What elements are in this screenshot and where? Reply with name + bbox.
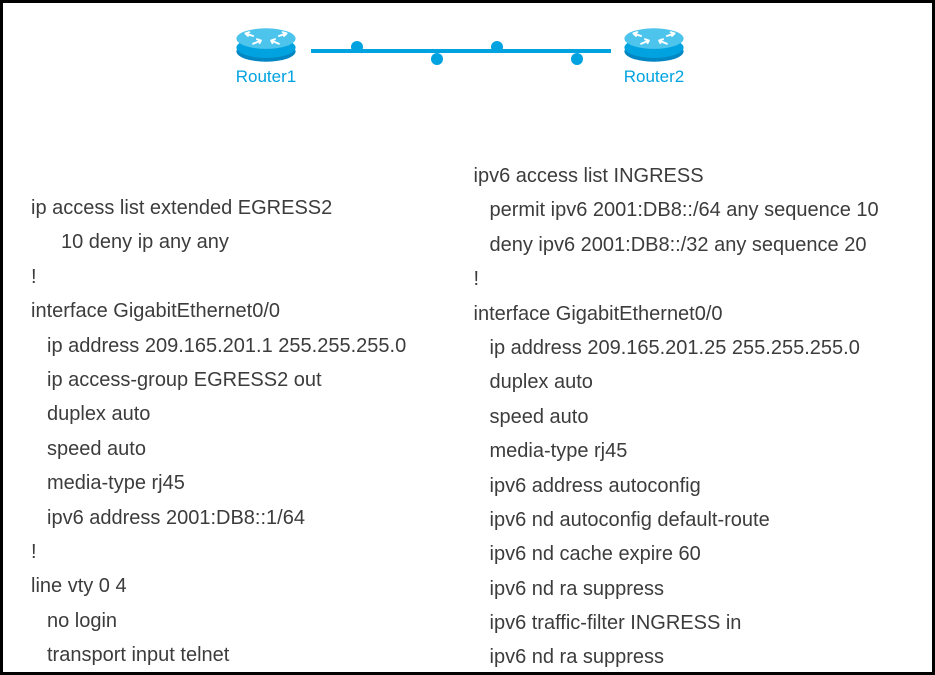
link-dot	[351, 41, 363, 53]
config-line: speed auto	[31, 432, 458, 466]
router-icon	[221, 27, 311, 63]
link-dot	[431, 53, 443, 65]
config-line: ipv6 address 2001:DB8::1/64	[31, 501, 458, 535]
config-line: deny ipv6 2001:DB8::/32 any sequence 20	[474, 228, 905, 262]
config-line: ipv6 address autoconfig	[474, 469, 905, 503]
config-line: speed auto	[474, 400, 905, 434]
router-icon	[609, 27, 699, 63]
network-diagram: Router1 Router2	[31, 21, 904, 151]
diagram-container: Router1 Router2 ip access list extended …	[0, 0, 935, 675]
router2-node: Router2	[609, 27, 699, 87]
config-line: media-type rj45	[474, 434, 905, 468]
config-line: interface GigabitEthernet0/0	[474, 297, 905, 331]
config-line: media-type rj45	[31, 466, 458, 500]
router2-config: ipv6 access list INGRESS permit ipv6 200…	[468, 159, 905, 675]
config-line: ip address 209.165.201.1 255.255.255.0	[31, 329, 458, 363]
config-columns: ip access list extended EGRESS2 10 deny …	[31, 151, 904, 675]
config-line: ip access-group EGRESS2 out	[31, 363, 458, 397]
config-line: ipv6 nd autoconfig default-route	[474, 503, 905, 537]
config-line: ipv6 traffic-filter INGRESS in	[474, 606, 905, 640]
router1-node: Router1	[221, 27, 311, 87]
config-line: no login	[31, 604, 458, 638]
link-dot	[571, 53, 583, 65]
config-line: ip address 209.165.201.25 255.255.255.0	[474, 331, 905, 365]
config-line: ipv6 nd cache expire 60	[474, 537, 905, 571]
config-line: interface GigabitEthernet0/0	[31, 294, 458, 328]
config-line: duplex auto	[31, 397, 458, 431]
config-line: !	[474, 262, 905, 296]
config-line: transport input telnet	[31, 638, 458, 672]
config-line: !	[31, 260, 458, 294]
config-line: ip access list extended EGRESS2	[31, 191, 458, 225]
router1-config: ip access list extended EGRESS2 10 deny …	[31, 159, 468, 675]
config-line: duplex auto	[474, 365, 905, 399]
config-line: permit ipv6 2001:DB8::/64 any sequence 1…	[474, 193, 905, 227]
config-line: ipv6 access list INGRESS	[474, 159, 905, 193]
config-line: !	[31, 535, 458, 569]
link-dot	[491, 41, 503, 53]
router2-label: Router2	[624, 67, 684, 87]
router1-label: Router1	[236, 67, 296, 87]
config-line: 10 deny ip any any	[31, 225, 458, 259]
config-line: line vty 0 4	[31, 569, 458, 603]
config-line: ipv6 nd ra suppress	[474, 572, 905, 606]
config-line: ipv6 nd ra suppress	[474, 640, 905, 674]
